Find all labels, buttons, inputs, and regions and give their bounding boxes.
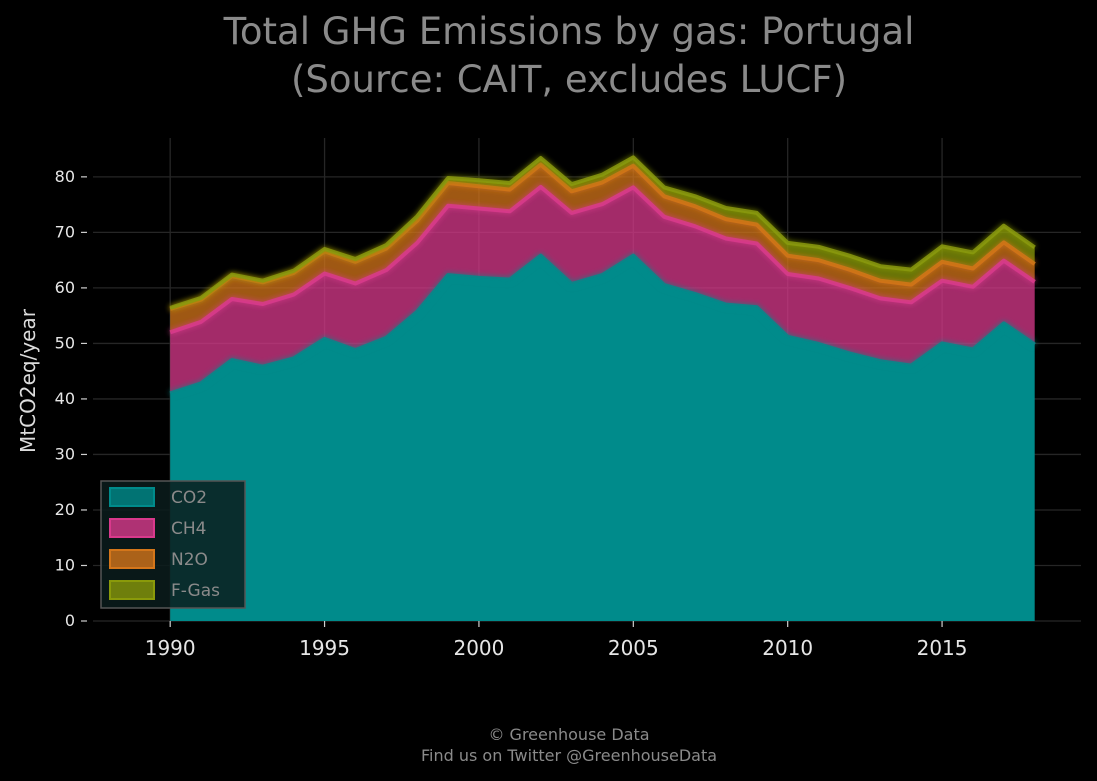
chart-title-line-1: Total GHG Emissions by gas: Portugal (223, 10, 915, 53)
chart-title-line-2: (Source: CAIT, excludes LUCF) (290, 58, 848, 101)
legend-swatch (109, 487, 155, 507)
series-line-co2 (169, 253, 1036, 396)
series-line-ch4 (169, 184, 1036, 335)
legend-label: CH4 (171, 519, 206, 539)
y-tick-label: 70 (55, 222, 75, 241)
chart-title: Total GHG Emissions by gas: Portugal (So… (0, 8, 1097, 104)
y-tick-label: 80 (55, 167, 75, 186)
area-series-n2o (170, 164, 1035, 333)
legend-label: CO2 (171, 488, 207, 508)
legend-swatch (109, 549, 155, 569)
legend-swatch (109, 580, 155, 600)
y-tick-label: 50 (55, 333, 75, 352)
legend-label: F-Gas (171, 581, 220, 601)
credit-copyright: © Greenhouse Data (488, 725, 650, 744)
credit-twitter: Find us on Twitter @GreenhouseData (420, 746, 718, 765)
legend: CO2 CH4 N2O F-Gas (100, 480, 246, 609)
area-series-co2 (170, 255, 1035, 621)
legend-label: N2O (171, 550, 208, 570)
axes: 1990 1995 2000 2005 2010 2015 0 10 20 30 40 50 60 70 8… (55, 167, 968, 660)
x-tick-label: 2005 (608, 636, 659, 660)
x-tick-label: 1995 (299, 636, 350, 660)
series-line-f-gas (169, 155, 1036, 310)
legend-swatch (109, 518, 155, 538)
x-tick-label: 2000 (453, 636, 504, 660)
y-tick-label: 40 (55, 389, 75, 408)
credit-footer: © Greenhouse Data Find us on Twitter @Gr… (0, 724, 1097, 766)
x-tick-label: 1990 (145, 636, 196, 660)
x-tick-label: 2010 (762, 636, 813, 660)
y-tick-label: 30 (55, 444, 75, 463)
y-tick-label: 60 (55, 278, 75, 297)
area-series-ch4 (170, 186, 1035, 394)
series-line-group (169, 155, 1036, 396)
y-axis-label: MtCO2eq/year (16, 308, 40, 453)
y-tick-label: 20 (55, 500, 75, 519)
area-series-group (170, 157, 1035, 621)
x-tick-label: 2015 (917, 636, 968, 660)
y-tick-label: 10 (55, 555, 75, 574)
y-tick-label: 0 (65, 611, 75, 630)
